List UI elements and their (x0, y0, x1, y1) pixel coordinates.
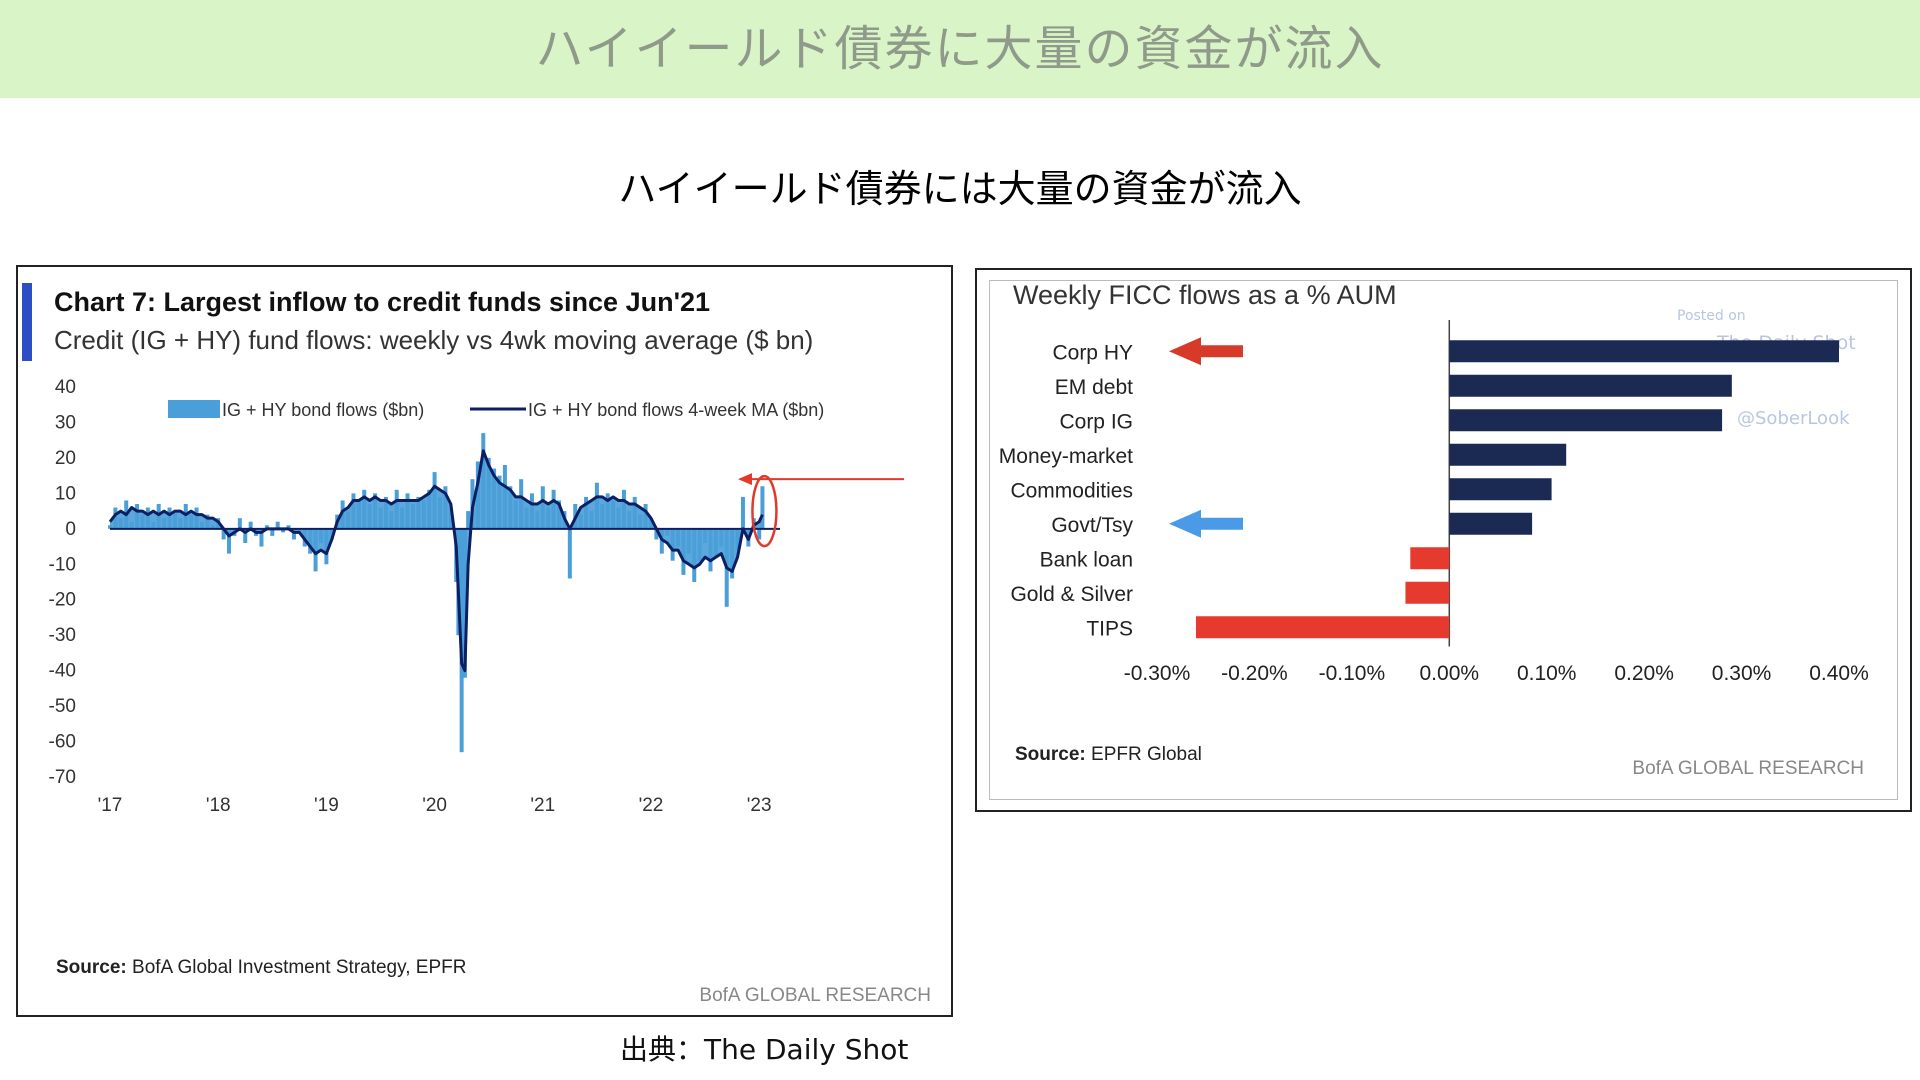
x-tick-label: 0.40% (1809, 662, 1869, 685)
flow-bar (1449, 340, 1839, 363)
y-tick-label: -60 (49, 732, 76, 753)
weekly-flow-bar (286, 525, 291, 529)
flow-bar (1410, 547, 1450, 570)
highlight-arrow-head (1169, 337, 1201, 366)
x-tick-label: '22 (639, 795, 664, 816)
flow-bar (1449, 374, 1732, 397)
weekly-flow-bar (237, 518, 242, 529)
y-tick-label: -50 (49, 696, 76, 717)
highlight-arrow-head (1169, 509, 1201, 538)
flow-bar (1449, 409, 1723, 432)
x-tick-label: '21 (530, 795, 555, 816)
weekly-flow-bar (281, 528, 286, 533)
credit-flows-plot: 40 30 20 10 0 -10 -20 -30 -40 -50 -60 -70 '17 '18 '19 '… (49, 377, 904, 816)
x-tick-label: -0.30% (1124, 662, 1191, 685)
chart-title: Chart 7: Largest inflow to credit funds … (54, 287, 711, 317)
source-label: Source: (56, 957, 127, 978)
weekly-flow-bar (227, 528, 232, 554)
category-label: Govt/Tsy (1051, 514, 1133, 537)
y-tick-label: -30 (49, 625, 76, 646)
category-label: Gold & Silver (1010, 583, 1133, 606)
weekly-flow-bar (466, 511, 471, 529)
weekly-flow-bar (259, 528, 264, 547)
y-tick-label: 20 (55, 448, 76, 469)
flow-bar (1449, 512, 1533, 535)
flow-area-fill (110, 450, 763, 671)
banner-title: ハイイールド債券に大量の資金が流入 (535, 21, 1385, 77)
weekly-flow-bar (757, 528, 762, 540)
flow-bar (1405, 581, 1450, 604)
source-label: Source: (1015, 744, 1086, 765)
x-tick-label: 0.30% (1712, 662, 1772, 685)
y-tick-label: -40 (49, 661, 76, 682)
flow-bar (1449, 443, 1567, 466)
ficc-flows-chart-panel: Weekly FICC flows as a % AUM Posted on T… (975, 268, 1912, 812)
weekly-flow-bar (760, 486, 765, 529)
chart-title: Weekly FICC flows as a % AUM (1013, 280, 1397, 310)
source-note: Source: EPFR Global (1015, 744, 1202, 766)
weekly-flow-bar (291, 528, 296, 540)
flow-bar (1195, 616, 1450, 639)
y-tick-label: 10 (55, 483, 76, 504)
category-label: Corp IG (1059, 410, 1133, 433)
annotation-arrow-head (738, 473, 752, 486)
legend-label-ma: IG + HY bond flows 4-week MA ($bn) (528, 400, 824, 420)
brand-label: BofA GLOBAL RESEARCH (699, 985, 931, 1006)
category-label: Commodities (1010, 479, 1133, 502)
watermark-line-1: Posted on (1677, 308, 1746, 324)
page-subtitle: ハイイールド債券には大量の資金が流入 (618, 167, 1302, 211)
x-tick-label: -0.10% (1319, 662, 1386, 685)
x-tick-label: '19 (314, 795, 339, 816)
chart-subtitle: Credit (IG + HY) fund flows: weekly vs 4… (54, 325, 814, 355)
category-label: Bank loan (1040, 548, 1133, 571)
credit-flows-chart-panel: Chart 7: Largest inflow to credit funds … (16, 265, 953, 1017)
weekly-flow-bar (221, 528, 226, 540)
y-tick-label: 0 (65, 519, 76, 540)
weekly-flow-bar (740, 496, 745, 529)
annotation-circle (751, 474, 778, 548)
y-tick-label: 40 (55, 377, 76, 398)
weekly-flow-bar (270, 528, 275, 536)
y-tick-label: -20 (49, 590, 76, 611)
credit-note: 出典：The Daily Shot (620, 1033, 909, 1066)
brand-label: BofA GLOBAL RESEARCH (1632, 758, 1864, 779)
x-tick-label: '17 (98, 795, 123, 816)
x-tick-label: 0.20% (1614, 662, 1674, 685)
y-tick-label: -70 (49, 767, 76, 788)
source-text: BofA Global Investment Strategy, EPFR (132, 957, 467, 978)
x-tick-label: '18 (206, 795, 231, 816)
weekly-flow-bar (567, 528, 572, 579)
title-accent-bar (22, 283, 32, 361)
y-tick-label: 30 (55, 412, 76, 433)
category-label: Corp HY (1052, 341, 1133, 364)
moving-average-line (108, 449, 764, 673)
category-label: Money-market (999, 445, 1133, 468)
ficc-flows-plot: Corp HY EM debt Corp IG Money-market Commodi… (999, 320, 1869, 685)
x-tick-label: '23 (747, 795, 772, 816)
source-text: EPFR Global (1091, 744, 1202, 765)
source-note: Source: BofA Global Investment Strategy,… (56, 957, 466, 979)
x-tick-label: 0.10% (1517, 662, 1577, 685)
legend-label-weekly: IG + HY bond flows ($bn) (222, 400, 424, 420)
x-tick-label: -0.20% (1221, 662, 1288, 685)
category-label: TIPS (1086, 617, 1133, 640)
y-tick-label: -10 (49, 554, 76, 575)
inner-frame (989, 280, 1898, 800)
weekly-flow-bar (264, 525, 269, 529)
category-label: EM debt (1055, 376, 1133, 399)
weekly-flow-bar (654, 528, 659, 540)
watermark-line-3: @SoberLook (1737, 408, 1850, 429)
weekly-flow-bar (248, 521, 253, 529)
title-banner: ハイイールド債券に大量の資金が流入 (0, 0, 1920, 98)
weekly-flow-bar (275, 521, 280, 529)
x-tick-label: '20 (422, 795, 447, 816)
x-tick-label: 0.00% (1420, 662, 1480, 685)
weekly-flow-bar (243, 528, 248, 543)
flow-bar (1449, 478, 1552, 501)
legend-swatch-weekly (168, 400, 220, 418)
